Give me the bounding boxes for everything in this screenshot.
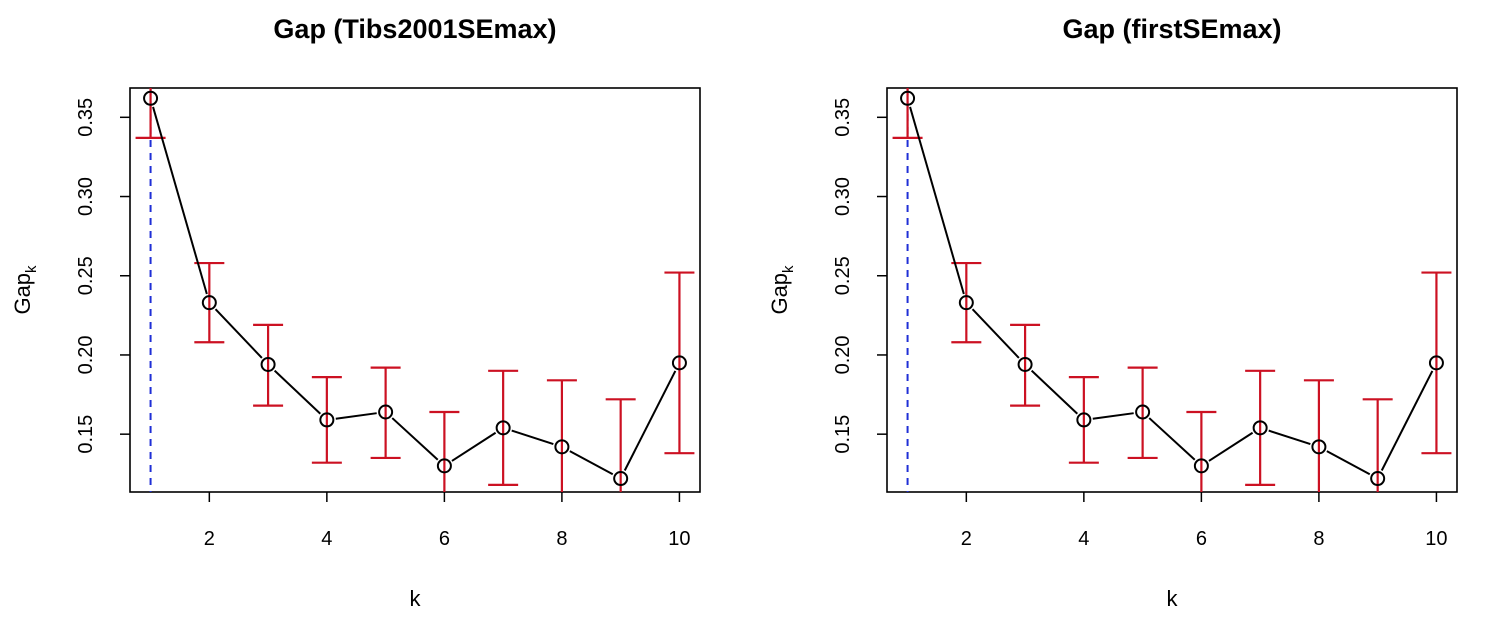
chart-title: Gap (firstSEmax) xyxy=(1062,14,1281,44)
error-bar xyxy=(1362,398,1393,492)
x-tick-label: 6 xyxy=(1196,528,1207,550)
series-line-segment xyxy=(623,370,677,471)
data-point xyxy=(1311,439,1327,455)
y-tick-label: 0.20 xyxy=(832,335,854,374)
series-line-segment xyxy=(1268,429,1311,446)
series-line-segment xyxy=(1208,431,1254,462)
series-line-segment xyxy=(1380,370,1434,471)
error-bar xyxy=(253,323,284,407)
error-bar xyxy=(664,271,695,455)
x-tick-label: 2 xyxy=(204,528,215,550)
data-point xyxy=(671,355,687,371)
data-point xyxy=(378,404,394,420)
series-line-segment xyxy=(214,308,263,359)
data-point xyxy=(201,295,217,311)
y-axis-label-main: Gap xyxy=(767,273,792,315)
plot-frame xyxy=(129,87,701,493)
data-point xyxy=(319,412,335,428)
error-bar xyxy=(1303,379,1334,492)
error-bar xyxy=(951,261,982,344)
data-point xyxy=(495,420,511,436)
y-tick-label: 0.30 xyxy=(832,177,854,216)
series-line-segment xyxy=(511,429,554,446)
error-bar xyxy=(1127,366,1158,460)
data-point xyxy=(900,90,916,106)
y-tick-label: 0.35 xyxy=(75,98,97,137)
data-point xyxy=(1076,412,1092,428)
series-line-segment xyxy=(569,450,614,476)
y-tick-label: 0.15 xyxy=(832,415,854,454)
error-bar xyxy=(1421,271,1452,455)
y-tick-label: 0.15 xyxy=(75,415,97,454)
x-axis-label: k xyxy=(1167,586,1179,611)
plot-area xyxy=(892,88,1452,492)
x-tick-label: 10 xyxy=(668,528,690,550)
plot-area xyxy=(135,88,695,492)
error-bar xyxy=(1010,323,1041,407)
y-tick-label: 0.35 xyxy=(832,98,854,137)
x-tick-label: 4 xyxy=(321,528,332,550)
series-line-segment xyxy=(273,369,321,415)
series-line-segment xyxy=(971,308,1020,359)
series-line-segment xyxy=(909,106,965,295)
series-line-segment xyxy=(451,431,497,462)
data-point xyxy=(1428,355,1444,371)
data-point xyxy=(1017,356,1033,372)
data-point xyxy=(1135,404,1151,420)
data-point xyxy=(1252,420,1268,436)
error-bar xyxy=(135,88,166,140)
error-bar xyxy=(546,379,577,492)
error-bar xyxy=(605,398,636,492)
series-line-segment xyxy=(391,417,439,461)
error-bar xyxy=(1245,369,1276,486)
error-bar xyxy=(892,88,923,140)
error-bar xyxy=(1186,410,1217,492)
x-tick-label: 4 xyxy=(1078,528,1089,550)
data-point xyxy=(554,439,570,455)
chart-panel-tibs2001semax: Gap (Tibs2001SEmax) 2 4 6 8 10 0.15 0.20 0.25 0.3… xyxy=(10,14,701,611)
error-bar xyxy=(429,410,460,492)
series-line-segment xyxy=(1092,412,1134,420)
data-point xyxy=(1370,471,1386,487)
data-point xyxy=(613,471,629,487)
x-tick-label: 8 xyxy=(556,528,567,550)
y-axis-label-subscript: k xyxy=(23,265,40,273)
plot-frame xyxy=(886,87,1458,493)
x-tick-label: 2 xyxy=(961,528,972,550)
error-bar xyxy=(1068,376,1099,464)
series-line-segment xyxy=(1148,417,1196,461)
chart-title: Gap (Tibs2001SEmax) xyxy=(273,14,556,44)
error-bar xyxy=(194,261,225,344)
error-bar xyxy=(488,369,519,486)
y-axis-label: Gapk xyxy=(767,265,797,315)
x-tick-label: 10 xyxy=(1425,528,1447,550)
x-tick-label: 6 xyxy=(439,528,450,550)
y-tick-label: 0.25 xyxy=(75,256,97,295)
y-tick-label: 0.30 xyxy=(75,177,97,216)
series-line-segment xyxy=(1030,369,1078,415)
data-point xyxy=(1193,458,1209,474)
error-bar xyxy=(311,376,342,464)
x-tick-label: 8 xyxy=(1313,528,1324,550)
y-axis-label: Gapk xyxy=(10,265,40,315)
chart-panel-firstsemax: Gap (firstSEmax) 2 4 6 8 10 0.15 0.20 0.25 0.30 0.… xyxy=(767,14,1458,611)
data-point xyxy=(958,295,974,311)
y-tick-label: 0.25 xyxy=(832,256,854,295)
series-line-segment xyxy=(152,106,208,295)
data-point xyxy=(436,458,452,474)
series-line-segment xyxy=(335,412,377,420)
series-line-segment xyxy=(1326,450,1371,476)
y-tick-label: 0.20 xyxy=(75,335,97,374)
y-axis-label-main: Gap xyxy=(10,273,35,315)
error-bar xyxy=(370,366,401,460)
x-axis-label: k xyxy=(410,586,422,611)
y-axis-label-subscript: k xyxy=(780,265,797,273)
data-point xyxy=(143,90,159,106)
data-point xyxy=(260,356,276,372)
